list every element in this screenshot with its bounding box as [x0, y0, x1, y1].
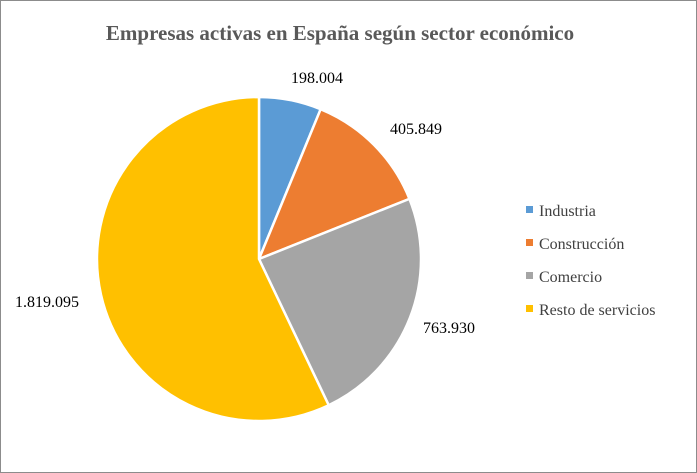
legend-swatch: [526, 305, 533, 312]
data-label: 1.819.095: [15, 294, 79, 311]
legend-entry: Resto de servicios: [539, 302, 655, 319]
data-label: 763.930: [423, 320, 475, 337]
data-label: 405.849: [390, 121, 442, 138]
legend-swatch: [526, 272, 533, 279]
legend: Industria Construcción Comercio Resto de se…: [526, 203, 655, 319]
legend-swatch: [526, 239, 533, 246]
pie-slices: [95, 95, 423, 423]
chart-title: Empresas activas en España según sector …: [106, 21, 574, 45]
legend-entry: Construcción: [539, 236, 624, 253]
legend-entry: Industria: [539, 203, 596, 220]
pie-slice-construcción: [257, 107, 411, 261]
data-label: 198.004: [291, 70, 343, 87]
legend-swatch: [526, 206, 533, 213]
legend-entry: Comercio: [539, 269, 602, 286]
pie-slice-comercio: [257, 197, 423, 407]
data-labels: 198.004 405.849 763.930 1.819.095: [15, 70, 475, 337]
pie-slice-resto-de-servicios: [95, 95, 330, 423]
